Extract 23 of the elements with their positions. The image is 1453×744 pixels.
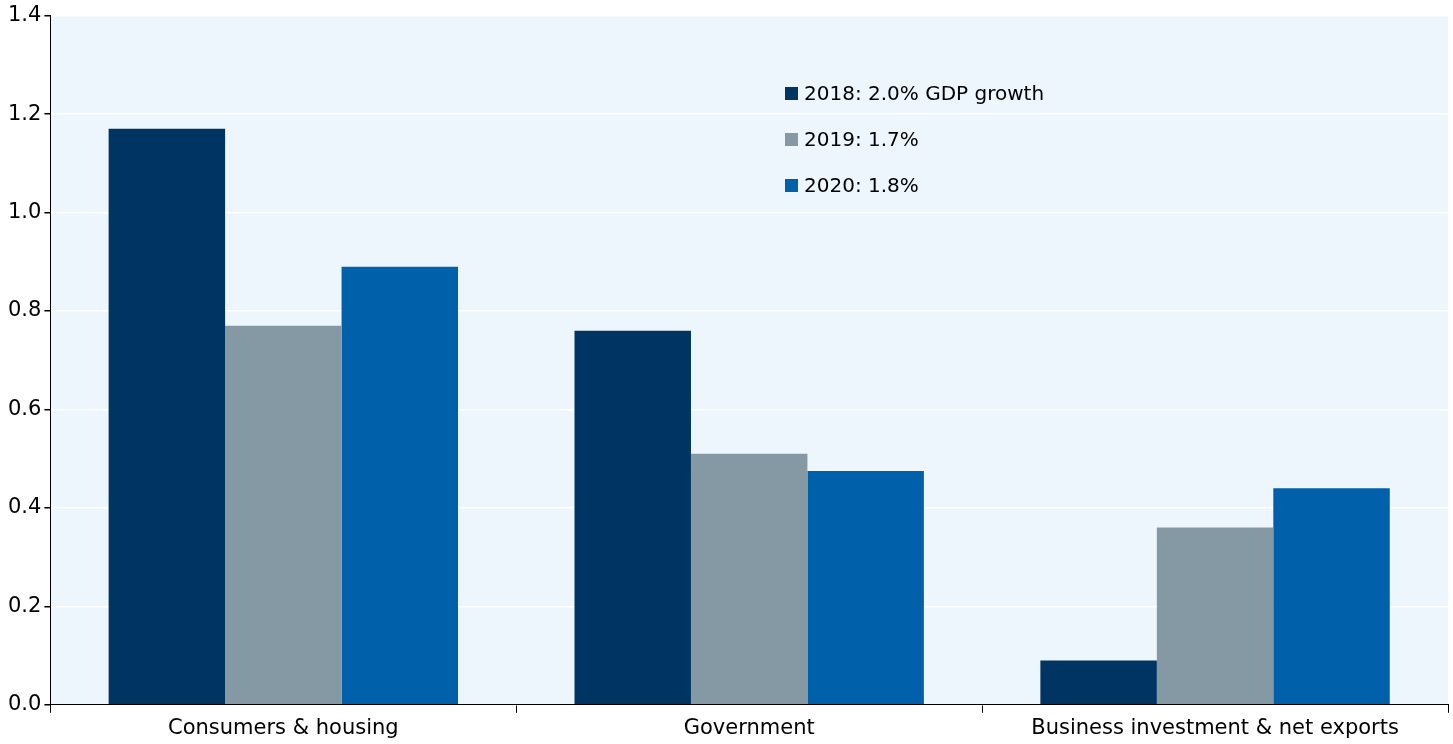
legend-label: 2019: 1.7% [804,127,919,151]
bar [225,325,342,705]
bar [1156,527,1274,705]
bar [574,330,691,705]
bar [1273,488,1390,705]
y-tick-label: 0.4 [7,494,42,519]
y-tick-label: 1.2 [7,100,42,125]
x-tick-label: Consumers & housing [168,714,399,739]
y-tick-label: 0.2 [7,592,42,617]
x-tick-label: Business investment & net exports [1031,714,1399,739]
bar [1040,660,1157,705]
y-tick-label: 1.4 [7,2,42,27]
legend-label: 2020: 1.8% [804,173,919,197]
bar [108,128,226,705]
legend-label: 2018: 2.0% GDP growth [804,81,1045,105]
bar [807,470,924,705]
y-tick-label: 1.0 [7,198,42,223]
bar [690,453,808,705]
bar [341,266,459,705]
y-tick-label: 0.0 [7,691,42,716]
y-tick-label: 0.6 [7,395,42,420]
x-tick-label: Government [683,714,815,739]
y-tick-label: 0.8 [7,297,42,322]
